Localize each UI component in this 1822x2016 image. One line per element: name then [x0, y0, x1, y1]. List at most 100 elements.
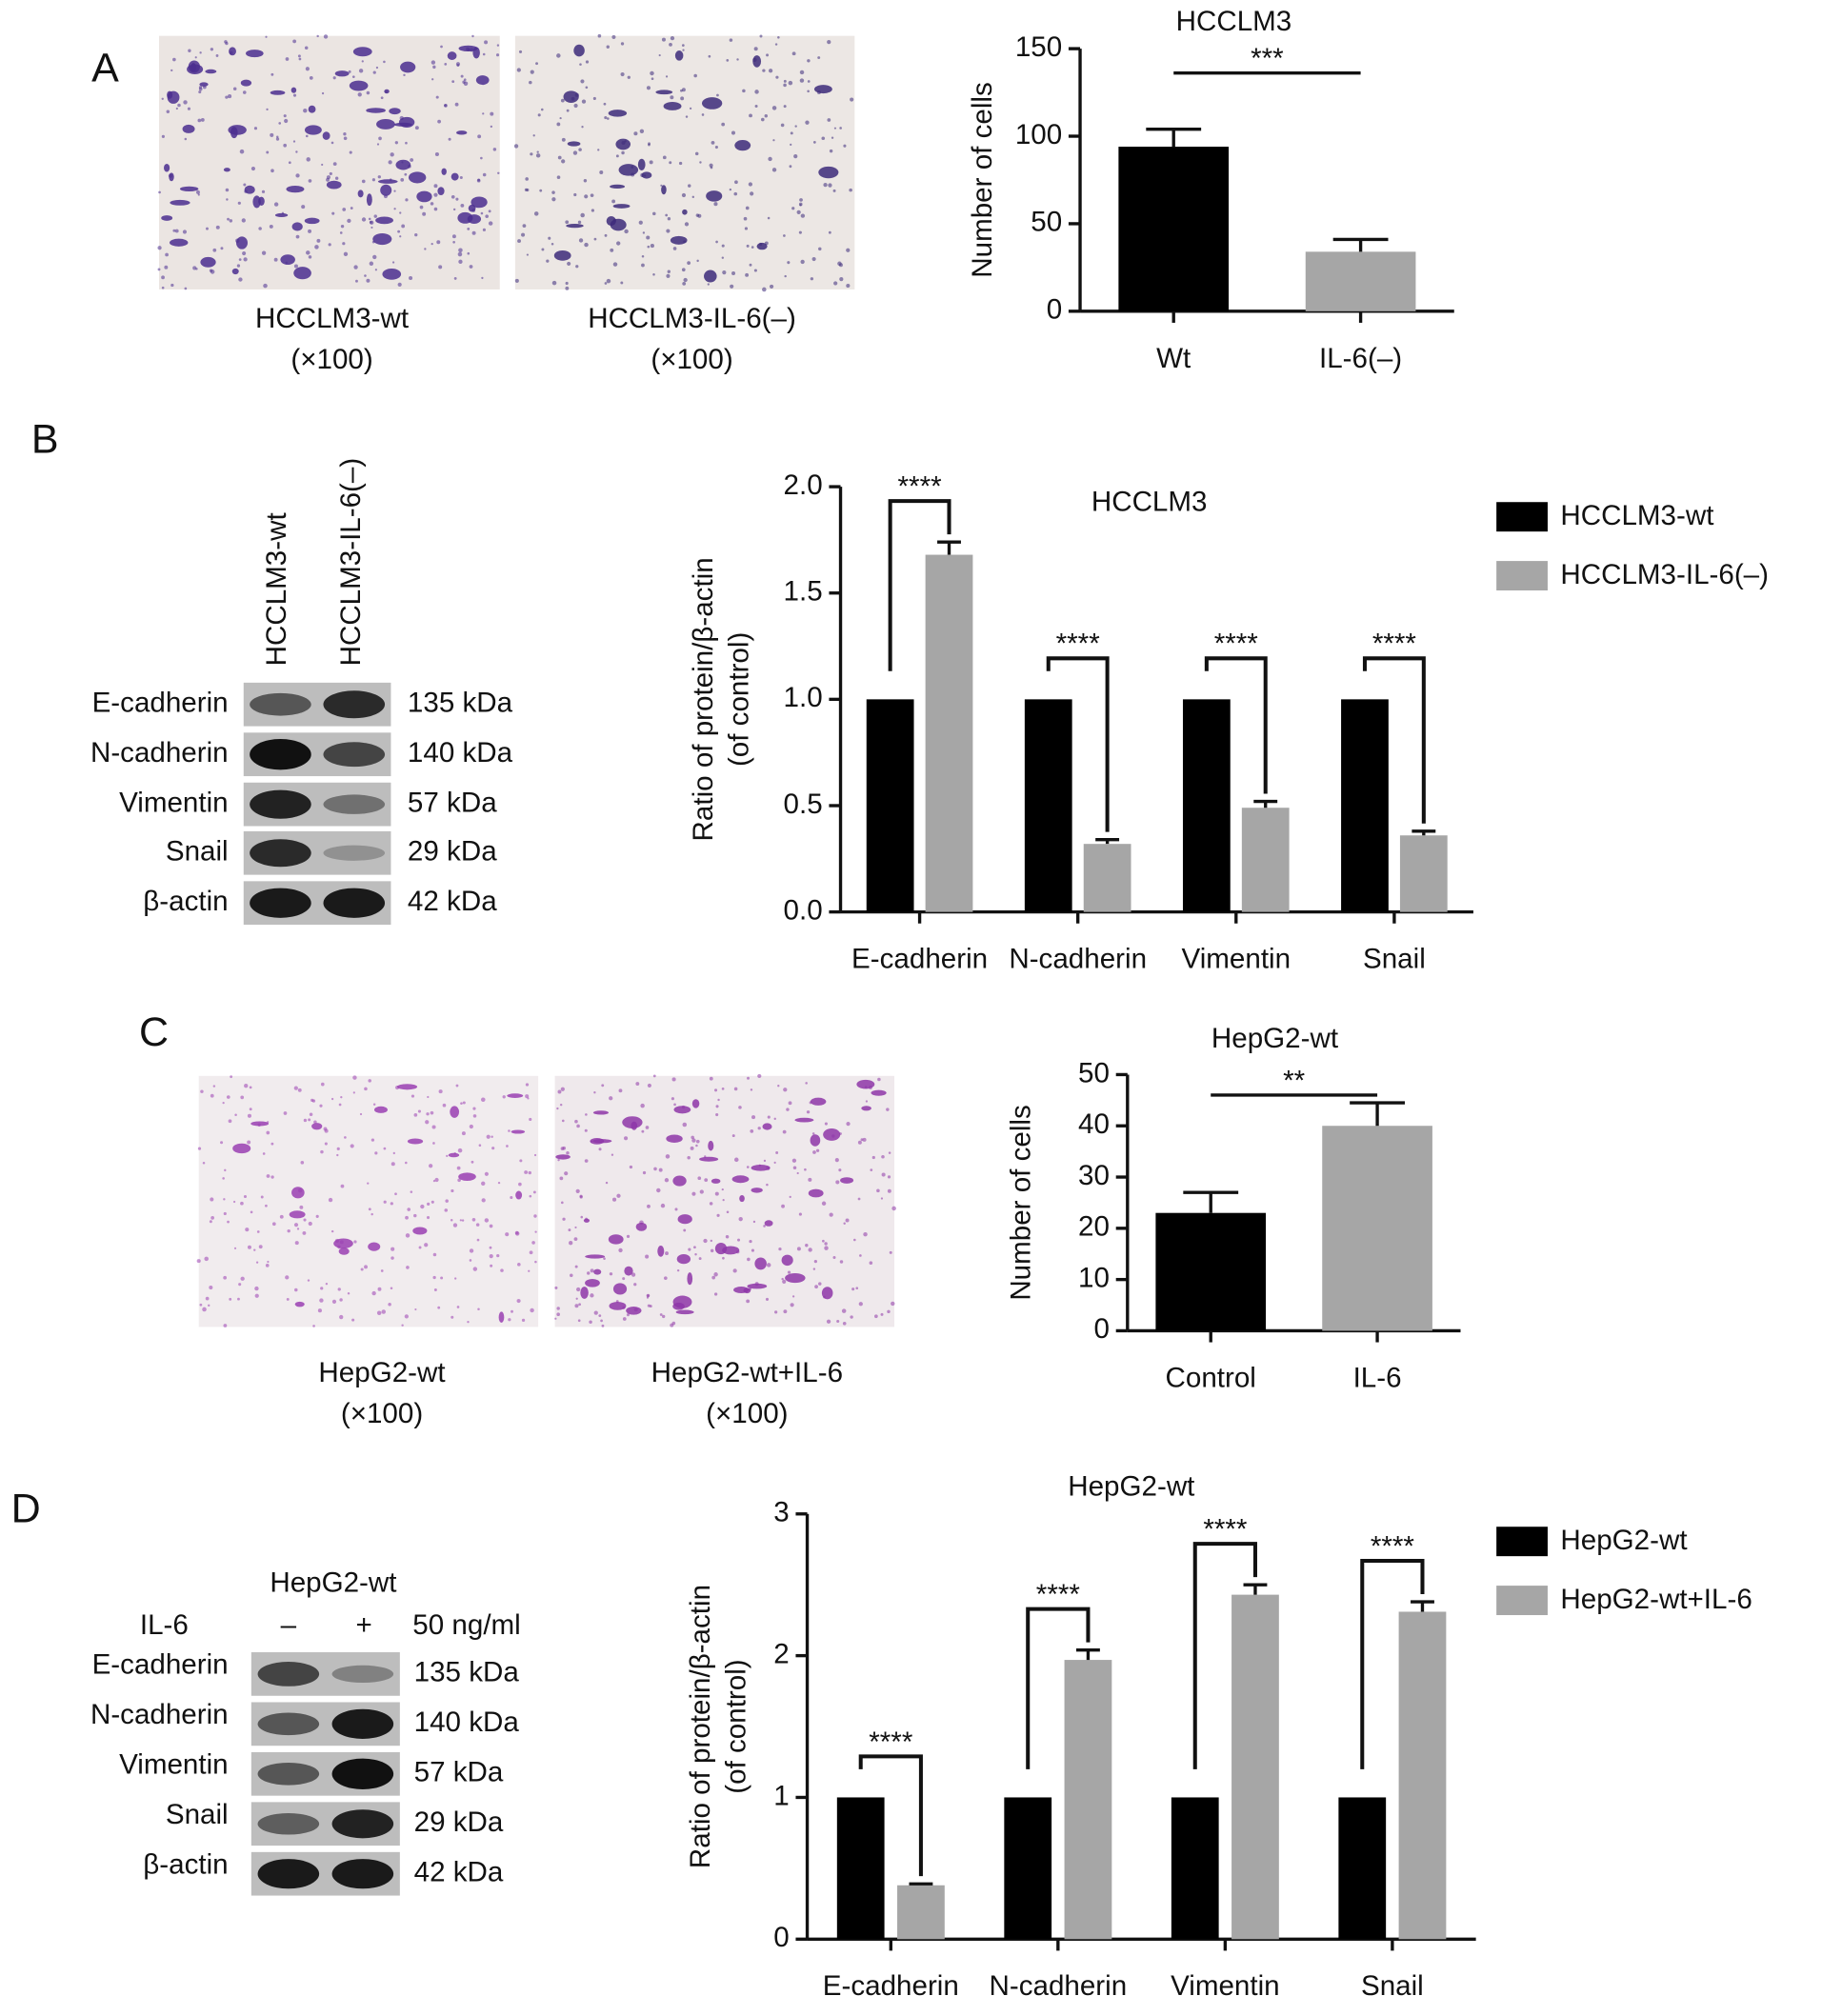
error-bar: [1243, 1583, 1268, 1595]
micrograph-dot: [253, 127, 258, 130]
micrograph-dot: [652, 272, 655, 276]
micrograph-dot: [721, 1087, 725, 1090]
y-axis-label: (of control): [723, 632, 754, 767]
micrograph-cell: [450, 1106, 460, 1118]
micrograph-dot: [859, 1254, 862, 1257]
micrograph-dot: [200, 117, 205, 122]
micrograph-dot: [254, 1293, 259, 1298]
micrograph-dot: [303, 1118, 308, 1123]
micrograph-cell: [701, 97, 723, 110]
micrograph-cell: [228, 125, 247, 135]
micrograph-dot: [223, 1324, 228, 1327]
micrograph-dot: [715, 1105, 719, 1108]
micrograph-dot: [796, 210, 801, 214]
micrograph-cell: [286, 185, 305, 193]
micrograph-dot: [212, 248, 217, 252]
micrograph-dot: [747, 1076, 751, 1080]
micrograph-dot: [845, 1218, 850, 1223]
y-axis-label: Number of cells: [1005, 1105, 1036, 1300]
micrograph-dot: [424, 248, 427, 250]
micrograph-cell: [751, 1164, 771, 1171]
micrograph-cell: [818, 166, 839, 179]
micrograph-dot: [790, 143, 792, 147]
micrograph-dot: [846, 283, 851, 289]
micrograph-dot: [458, 248, 463, 253]
micrograph-dot: [196, 1259, 201, 1264]
micrograph-dot: [575, 1188, 580, 1193]
micrograph-dot: [726, 1210, 730, 1214]
micrograph-dot: [429, 1164, 433, 1168]
micrograph-cell: [308, 105, 316, 113]
micrograph-cell: [507, 1093, 524, 1098]
micrograph-dot: [237, 201, 241, 205]
micrograph-dot: [496, 44, 500, 47]
bar: [1004, 1797, 1052, 1940]
micrograph-dot: [556, 122, 561, 127]
error-bar: [1146, 127, 1202, 148]
micrograph-dot: [454, 102, 459, 107]
micrograph-dot: [510, 1195, 513, 1200]
micrograph: [196, 1075, 539, 1327]
micrograph-dot: [170, 283, 174, 288]
micrograph-dot: [790, 1303, 794, 1307]
micrograph-cell: [240, 79, 252, 87]
micrograph-dot: [768, 69, 773, 73]
micrograph-dot: [383, 1147, 387, 1150]
micrograph-dot: [490, 111, 494, 116]
micrograph-dot: [249, 1108, 252, 1111]
micrograph-dot: [709, 163, 713, 168]
micrograph-dot: [648, 143, 651, 147]
protein-label: Vimentin: [119, 1749, 229, 1781]
micrograph-dot: [577, 1319, 581, 1323]
micrograph-dot: [456, 1166, 461, 1170]
micrograph-dot: [850, 1315, 853, 1319]
micrograph-cell: [274, 212, 289, 218]
micrograph-dot: [359, 1112, 363, 1116]
error-bar: [909, 1882, 933, 1886]
micrograph-dot: [394, 1192, 397, 1196]
micrograph-dot: [471, 34, 474, 38]
micrograph-dot: [312, 1325, 315, 1327]
micrograph-dot: [887, 1175, 891, 1179]
micrograph-dot: [556, 1312, 560, 1317]
x-tick-label: Control: [1166, 1362, 1256, 1393]
micrograph-dot: [401, 224, 406, 229]
micrograph-dot: [682, 1122, 688, 1128]
micrograph-dot: [161, 134, 165, 138]
micrograph-cell: [250, 1121, 270, 1127]
micrograph-dot: [611, 1153, 614, 1156]
bar: [1231, 1594, 1279, 1940]
micrograph-label: HepG2-wt+IL-6: [651, 1357, 843, 1388]
micrograph-dot: [605, 1181, 609, 1185]
micrograph-cell: [810, 1097, 827, 1106]
micrograph-dot: [432, 1180, 436, 1183]
micrograph-dot: [250, 166, 256, 171]
protein-label: N-cadherin: [90, 1699, 229, 1730]
micrograph-dot: [835, 1180, 840, 1185]
blot-band: [323, 794, 386, 814]
micrograph-cell: [199, 82, 209, 87]
micrograph-cell: [229, 47, 236, 56]
micrograph-dot: [646, 235, 651, 240]
protein-label: β-actin: [143, 886, 228, 917]
micrograph-dot: [390, 1287, 393, 1289]
micrograph-dot: [631, 1272, 636, 1277]
micrograph-dot: [604, 282, 608, 285]
micrograph-dot: [491, 1147, 495, 1150]
micrograph-dot: [869, 1261, 873, 1265]
micrograph-dot: [787, 1270, 791, 1274]
micrograph-dot: [344, 1136, 347, 1139]
micrograph-magnification: (×100): [290, 344, 372, 375]
x-tick-label: Vimentin: [1171, 1970, 1280, 2002]
micrograph-dot: [183, 100, 188, 105]
micrograph-cell: [396, 1084, 418, 1090]
micrograph-dot: [792, 1166, 797, 1170]
micrograph-dot: [667, 269, 671, 273]
micrograph-dot: [208, 1304, 210, 1307]
micrograph-dot: [477, 1307, 480, 1310]
micrograph-dot: [680, 96, 685, 101]
micrograph-dot: [184, 137, 188, 141]
micrograph-dot: [665, 1251, 669, 1256]
micrograph-dot: [805, 1082, 808, 1085]
micrograph-dot: [430, 202, 434, 206]
